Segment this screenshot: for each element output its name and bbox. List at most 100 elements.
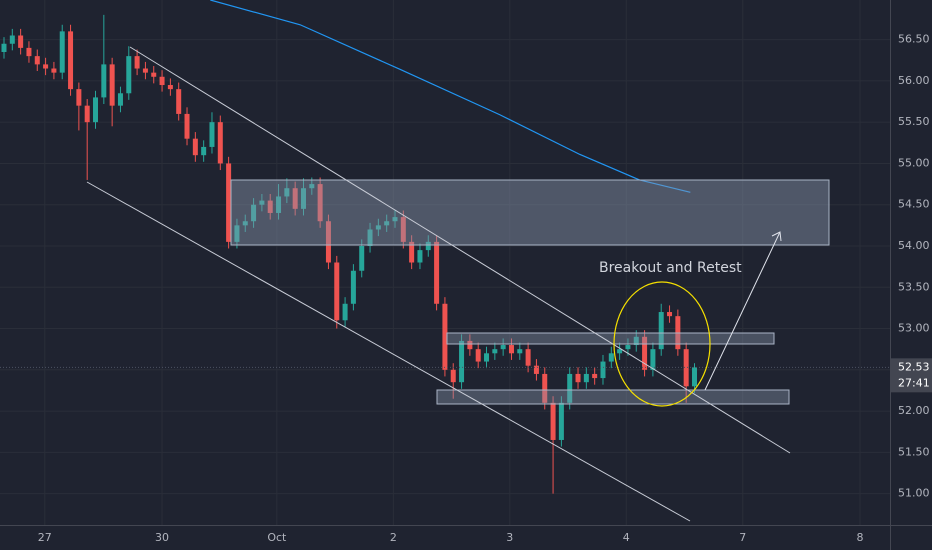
candle-body [425,241,431,251]
y-tick-label: 54.00 [898,239,930,252]
candle-body [109,64,115,106]
candle-body [201,146,207,156]
candle-body [359,245,365,271]
highlight-ellipse [613,281,711,407]
candle-body [276,196,282,213]
candle-body [691,367,697,387]
upper-range-zone [446,332,775,345]
candle-body [259,200,265,205]
candle-body [151,72,157,77]
y-tick-label: 52.00 [898,404,930,417]
candle-body [84,105,90,123]
candle-body [184,113,190,139]
candle-body [492,349,498,354]
channel-lower-line [86,181,691,522]
candle-body [650,349,656,370]
candle-body [467,340,473,350]
channel-upper-line [129,46,791,454]
y-tick-label: 53.50 [898,280,930,293]
y-tick-label: 51.00 [898,487,930,500]
candle-body [384,221,390,226]
candle-body [217,122,223,164]
candle-body [508,345,514,354]
candle-body [242,221,248,226]
arrow-line [704,231,781,391]
candle-body [342,303,348,321]
candle-body [575,373,581,383]
y-tick-label: 53.00 [898,322,930,335]
candle-body [484,353,490,362]
candle-body [251,204,257,222]
candle-body [450,369,456,383]
candle-body [642,336,648,370]
candle-body [101,64,107,98]
candle-body [400,217,406,242]
candle-body [226,163,232,242]
candle-body [475,349,481,362]
candle-body [592,373,598,379]
candle-body [159,76,165,86]
candle-body [658,312,664,350]
annotation: Breakout and Retest [599,260,742,276]
x-tick-label: 30 [155,531,169,544]
candle-body [459,340,465,383]
candle-body [442,303,448,370]
x-tick-label: 3 [506,531,513,544]
candle-body [126,56,132,94]
candle-body [392,217,398,222]
candle-body [1,43,7,53]
last-price-label: 52.53 [898,360,930,373]
candle-body [9,35,15,44]
candle-body [117,93,123,106]
candle-body [367,229,373,246]
candle-body [93,97,99,123]
candle-body [26,47,32,57]
candle-body [292,188,298,209]
x-tick-label: 27 [38,531,52,544]
y-tick-label: 56.50 [898,33,930,46]
lower-range-zone [436,389,790,405]
candle-body [600,361,606,379]
x-tick-label: 2 [390,531,397,544]
candle-body [176,89,182,114]
candle-body [284,188,290,197]
candle-body [500,345,506,350]
candle-body [167,85,173,90]
candle-body [517,349,523,354]
candle-body [300,188,306,209]
candle-body [542,373,548,403]
drawings: Breakout and Retest [86,46,830,522]
y-tick-label: 51.50 [898,445,930,458]
candle-body [51,68,57,73]
x-tick-label: 4 [623,531,630,544]
x-tick-label: 8 [857,531,864,544]
candle-body [76,89,82,106]
candle-body [558,402,564,440]
y-tick-label: 55.00 [898,156,930,169]
candle-body [325,221,331,263]
candle-body [375,225,381,230]
candle-body [683,349,689,387]
y-tick-label: 56.00 [898,74,930,87]
candle-body [550,402,556,440]
candle-body [608,353,614,362]
candle-body [43,64,49,69]
candle-body [525,349,531,366]
candle-body [234,225,240,242]
countdown-label: 27:41 [898,376,930,389]
candle-body [134,56,140,69]
y-tick-label: 55.50 [898,115,930,128]
x-tick-label: 7 [739,531,746,544]
candle-body [34,56,40,65]
candle-body [209,122,215,147]
candle-body [617,349,623,354]
candle-body [68,31,74,90]
candle-body [625,345,631,350]
candle-body [567,373,573,403]
candle-body [192,138,198,156]
candle-body [309,184,315,189]
candle-body [667,312,673,317]
arrow-head [771,231,782,242]
